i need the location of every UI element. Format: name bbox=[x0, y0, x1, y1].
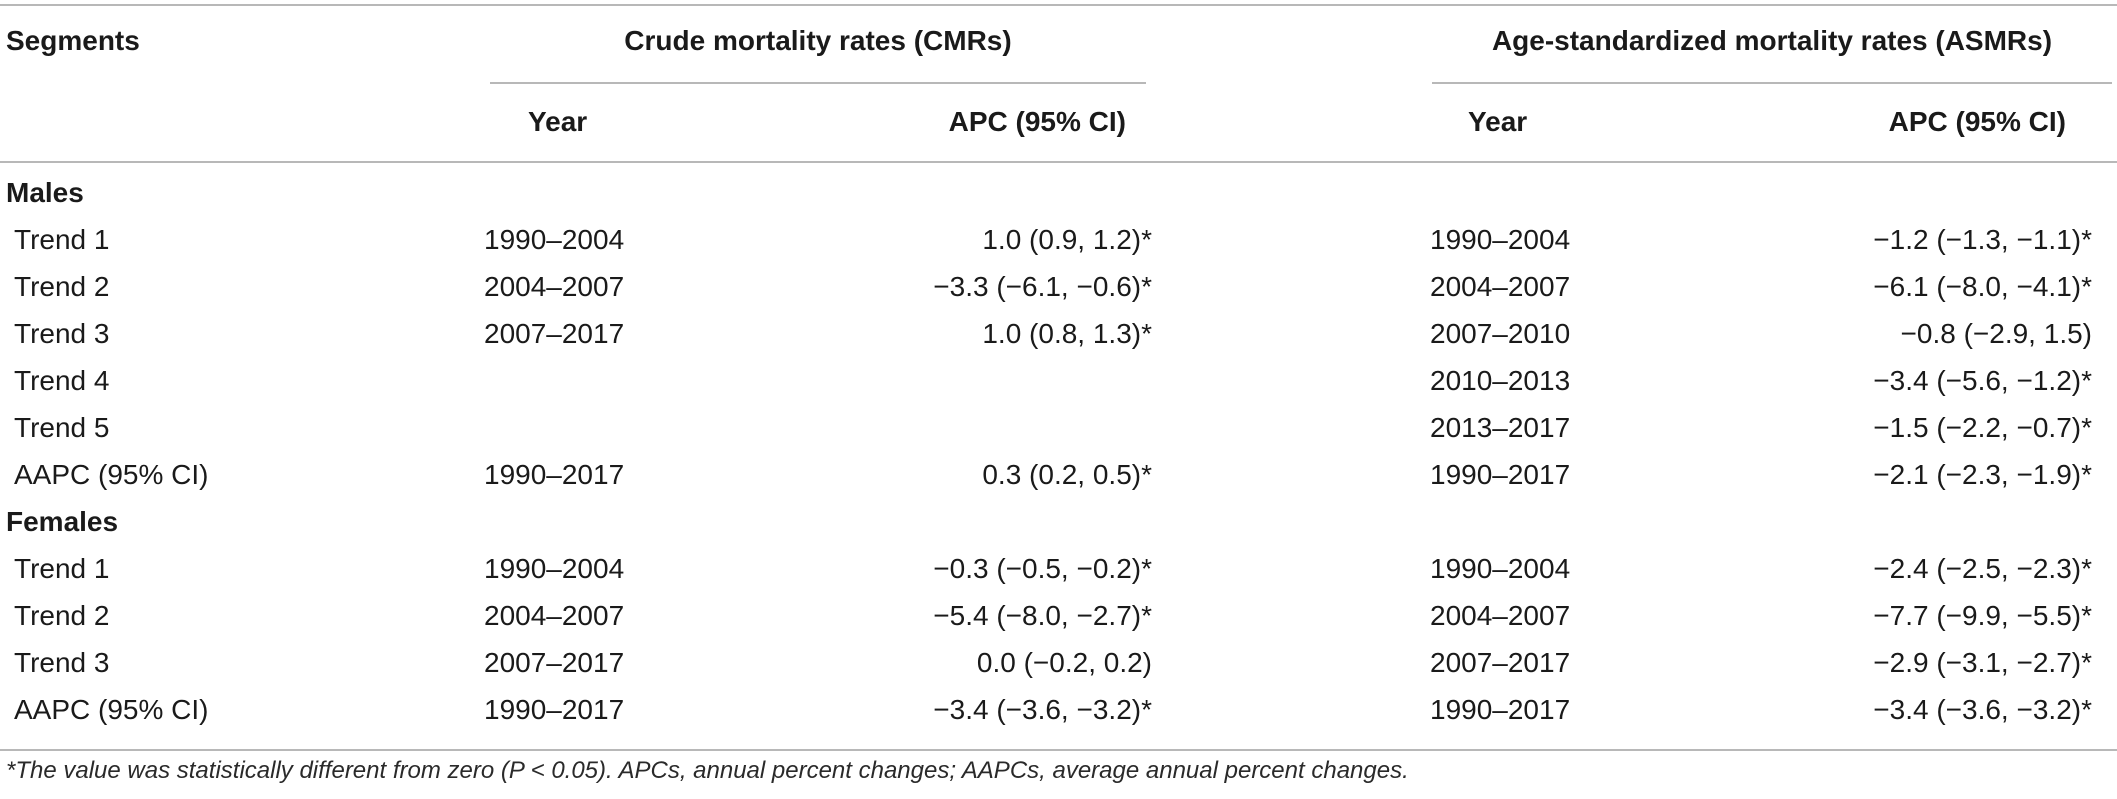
asmr-apc-cell: −3.4 (−3.6, −3.2)* bbox=[1873, 694, 2092, 725]
asmr-apc-cell: −1.2 (−1.3, −1.1)* bbox=[1873, 224, 2092, 255]
asmr-year-cell: 1990–2004 bbox=[1430, 224, 1571, 255]
segment-cell: Trend 1 bbox=[14, 553, 110, 584]
segment-cell: Trend 4 bbox=[14, 365, 110, 396]
asmr-year-cell: 2007–2010 bbox=[1430, 318, 1571, 349]
asmr-apc-cell: −2.9 (−3.1, −2.7)* bbox=[1873, 647, 2092, 678]
header-asmr-group: Age-standardized mortality rates (ASMRs) bbox=[1491, 25, 2053, 56]
cmr-year-cell: 1990–2017 bbox=[484, 694, 625, 725]
cmr-apc-cell: 0.3 (0.2, 0.5)* bbox=[982, 459, 1152, 490]
table-footnote: *The value was statistically different f… bbox=[6, 757, 1409, 784]
group-label: Females bbox=[6, 506, 119, 537]
cmr-year-cell: 1990–2017 bbox=[484, 459, 625, 490]
cmr-apc-cell: 1.0 (0.9, 1.2)* bbox=[982, 224, 1152, 255]
cmr-group-rule bbox=[490, 82, 1146, 84]
asmr-year-cell: 2004–2007 bbox=[1430, 600, 1571, 631]
cmr-year-cell: 2004–2007 bbox=[484, 600, 625, 631]
segment-cell: AAPC (95% CI) bbox=[14, 694, 209, 725]
header-cmr-year: Year bbox=[528, 106, 588, 137]
asmr-apc-cell: −7.7 (−9.9, −5.5)* bbox=[1873, 600, 2092, 631]
header-asmr-apc: APC (95% CI) bbox=[1888, 106, 2066, 137]
asmr-group-rule bbox=[1432, 82, 2112, 84]
asmr-year-cell: 2010–2013 bbox=[1430, 365, 1571, 396]
asmr-year-cell: 1990–2017 bbox=[1430, 694, 1571, 725]
cmr-year-cell: 1990–2004 bbox=[484, 224, 625, 255]
segment-cell: Trend 1 bbox=[14, 224, 110, 255]
segment-cell: Trend 2 bbox=[14, 600, 110, 631]
cmr-year-cell: 2007–2017 bbox=[484, 318, 625, 349]
header-cmr-apc: APC (95% CI) bbox=[948, 106, 1126, 137]
segment-cell: AAPC (95% CI) bbox=[14, 459, 209, 490]
asmr-apc-cell: −2.4 (−2.5, −2.3)* bbox=[1873, 553, 2092, 584]
segment-cell: Trend 5 bbox=[14, 412, 110, 443]
asmr-year-cell: 1990–2017 bbox=[1430, 459, 1571, 490]
table-bottom-rule bbox=[0, 749, 2117, 751]
asmr-year-cell: 1990–2004 bbox=[1430, 553, 1571, 584]
cmr-apc-cell: −5.4 (−8.0, −2.7)* bbox=[933, 600, 1152, 631]
asmr-apc-cell: −0.8 (−2.9, 1.5) bbox=[1900, 318, 2092, 349]
cmr-apc-cell: −3.3 (−6.1, −0.6)* bbox=[933, 271, 1152, 302]
group-label: Males bbox=[6, 177, 84, 208]
asmr-apc-cell: −6.1 (−8.0, −4.1)* bbox=[1873, 271, 2092, 302]
header-asmr-year: Year bbox=[1468, 106, 1528, 137]
asmr-year-cell: 2004–2007 bbox=[1430, 271, 1571, 302]
cmr-year-cell: 2004–2007 bbox=[484, 271, 625, 302]
cmr-year-cell: 1990–2004 bbox=[484, 553, 625, 584]
asmr-year-cell: 2007–2017 bbox=[1430, 647, 1571, 678]
header-cmr-group: Crude mortality rates (CMRs) bbox=[624, 25, 1012, 56]
header-segments: Segments bbox=[6, 25, 140, 56]
asmr-apc-cell: −3.4 (−5.6, −1.2)* bbox=[1873, 365, 2092, 396]
cmr-apc-cell: 1.0 (0.8, 1.3)* bbox=[982, 318, 1152, 349]
segment-cell: Trend 3 bbox=[14, 647, 110, 678]
segment-cell: Trend 2 bbox=[14, 271, 110, 302]
asmr-apc-cell: −2.1 (−2.3, −1.9)* bbox=[1873, 459, 2092, 490]
cmr-apc-cell: −0.3 (−0.5, −0.2)* bbox=[933, 553, 1152, 584]
cmr-apc-cell: −3.4 (−3.6, −3.2)* bbox=[933, 694, 1152, 725]
cmr-year-cell: 2007–2017 bbox=[484, 647, 625, 678]
header-bottom-rule bbox=[0, 161, 2117, 163]
table-top-rule bbox=[0, 4, 2117, 6]
asmr-apc-cell: −1.5 (−2.2, −0.7)* bbox=[1873, 412, 2092, 443]
cmr-apc-cell: 0.0 (−0.2, 0.2) bbox=[976, 647, 1152, 678]
segment-cell: Trend 3 bbox=[14, 318, 110, 349]
asmr-year-cell: 2013–2017 bbox=[1430, 412, 1571, 443]
